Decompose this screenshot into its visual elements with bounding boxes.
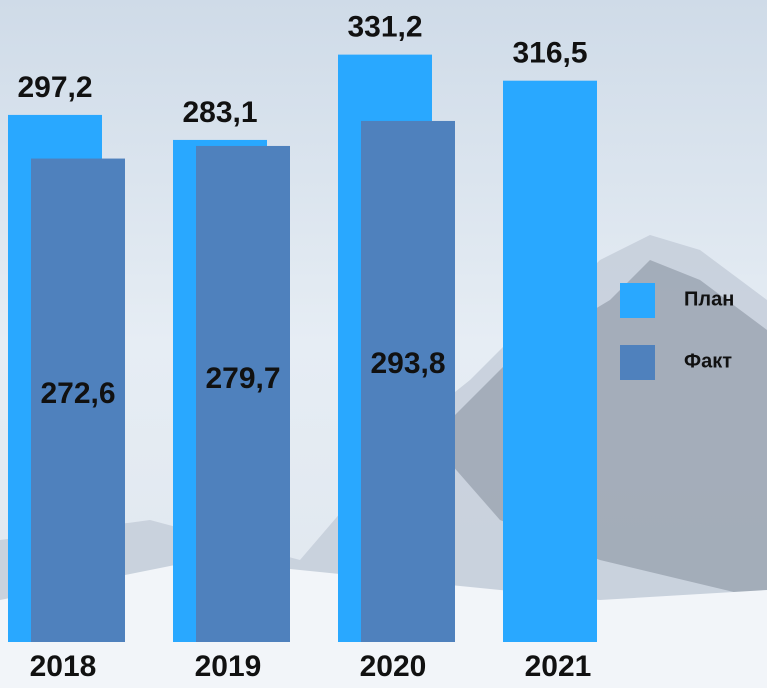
value-label: 297,2 [17,71,92,104]
x-tick-label: 2021 [525,650,592,683]
legend-label: Факт [684,350,732,372]
x-tick-label: 2020 [360,650,427,683]
chart: 297,2 283,1 331,2 316,5 272,6 279,7 293,8 2018 2… [0,0,767,688]
value-label: 316,5 [512,37,587,70]
legend-label: План [684,288,734,310]
bar [503,81,597,642]
x-tick-label: 2018 [30,650,97,683]
value-label: 283,1 [182,96,257,129]
legend-swatch [620,345,655,380]
bar [361,121,455,642]
value-label: 293,8 [370,347,445,380]
legend-swatch [620,283,655,318]
x-tick-label: 2019 [195,650,262,683]
value-label: 272,6 [40,377,115,410]
value-label: 331,2 [347,11,422,44]
value-label: 279,7 [205,362,280,395]
